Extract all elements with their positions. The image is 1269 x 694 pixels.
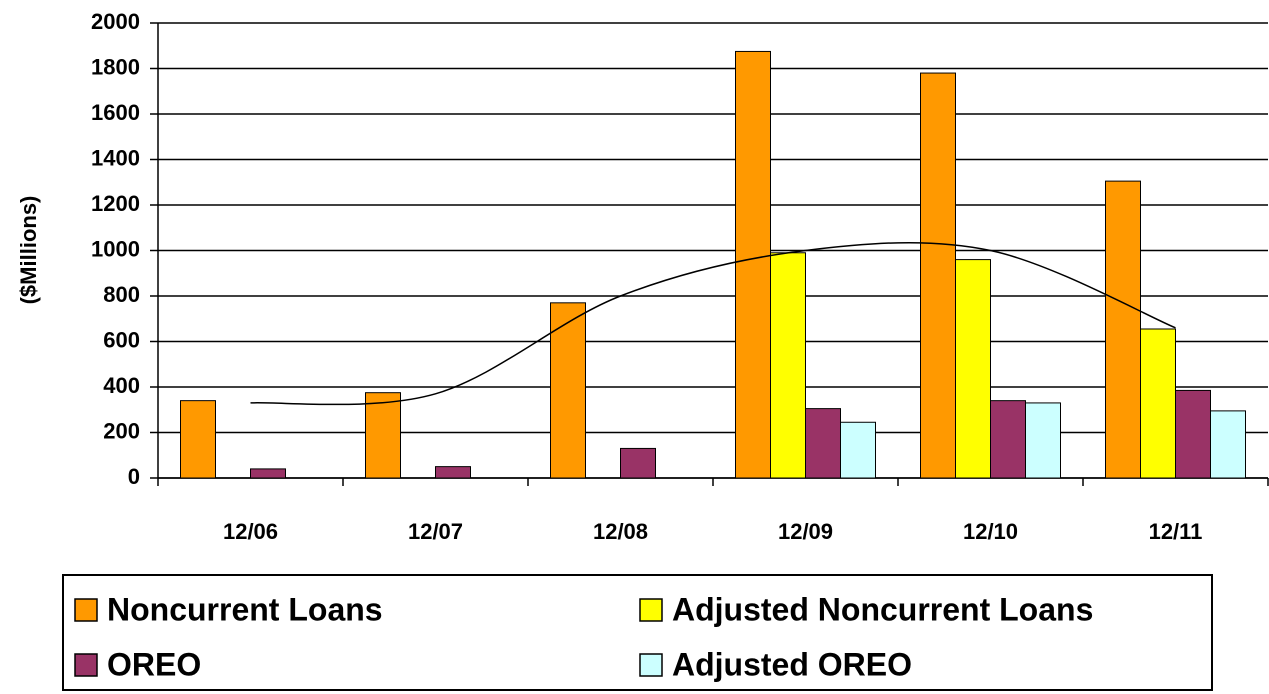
- bar: [620, 447, 656, 479]
- bar: [955, 259, 991, 479]
- bar: [250, 468, 286, 479]
- x-tick-label: 12/08: [593, 519, 648, 544]
- bar: [1140, 328, 1176, 479]
- y-tick-label: 0: [128, 464, 140, 489]
- x-tick-label: 12/10: [963, 519, 1018, 544]
- legend-label: Noncurrent Loans: [107, 591, 383, 627]
- legend-box: [62, 574, 1213, 691]
- bar: [180, 400, 216, 479]
- bar: [1210, 410, 1246, 479]
- bar: [770, 252, 806, 479]
- y-tick-label: 600: [103, 327, 140, 352]
- y-tick-label: 1800: [91, 54, 140, 79]
- bar: [920, 72, 956, 479]
- legend-label: Adjusted Noncurrent Loans: [672, 591, 1093, 627]
- legend-swatch: [74, 598, 98, 622]
- x-tick-label: 12/06: [223, 519, 278, 544]
- bar: [735, 50, 771, 479]
- x-tick-label: 12/11: [1149, 519, 1203, 544]
- bar: [1105, 180, 1141, 479]
- legend-swatch: [74, 653, 98, 677]
- x-tick-label: 12/07: [408, 519, 463, 544]
- legend-swatch: [639, 598, 663, 622]
- y-axis-title: ($Millions): [16, 196, 41, 305]
- legend-label: OREO: [107, 646, 201, 682]
- legend-label: Adjusted OREO: [672, 646, 912, 682]
- y-tick-label: 1000: [91, 236, 140, 261]
- bar: [805, 408, 841, 479]
- bar: [550, 302, 586, 479]
- y-tick-label: 2000: [91, 9, 140, 34]
- bar: [990, 400, 1026, 479]
- y-tick-label: 800: [103, 282, 140, 307]
- y-tick-label: 1600: [91, 100, 140, 125]
- trendline: [250, 241, 1176, 406]
- bar: [435, 466, 471, 479]
- bar: [840, 421, 876, 479]
- bar: [1175, 389, 1211, 479]
- bar: [365, 392, 401, 479]
- y-tick-label: 200: [103, 418, 140, 443]
- y-tick-label: 1400: [91, 145, 140, 170]
- legend-swatch: [639, 653, 663, 677]
- bar: [1025, 402, 1061, 479]
- y-tick-label: 1200: [91, 191, 140, 216]
- y-tick-label: 400: [103, 373, 140, 398]
- x-tick-label: 12/09: [778, 519, 833, 544]
